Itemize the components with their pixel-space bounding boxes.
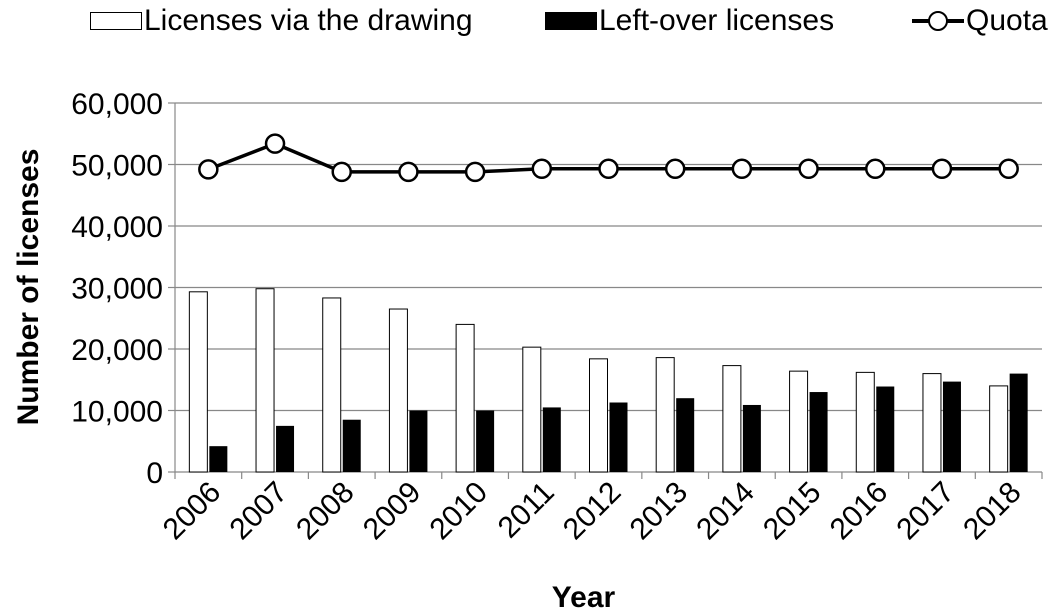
bar-leftover: [809, 392, 828, 472]
bar-leftover: [742, 404, 761, 472]
bar-leftover: [476, 410, 495, 472]
legend-label-leftover: Left-over licenses: [599, 4, 835, 37]
bar-drawing: [855, 371, 875, 473]
y-tick-label: 10,000: [71, 396, 163, 429]
x-tick-label: 2013: [624, 476, 695, 547]
quota-point: [331, 161, 352, 183]
y-tick-label: 50,000: [71, 150, 163, 183]
quota-point: [865, 158, 886, 180]
legend: Licenses via the drawing Left-over licen…: [0, 0, 1052, 50]
bar-drawing: [522, 346, 542, 473]
x-tick-label: 2006: [157, 476, 228, 547]
x-tick-label: 2009: [357, 476, 428, 547]
quota-point: [398, 161, 419, 183]
bar-leftover: [942, 381, 961, 472]
quota-point: [664, 158, 686, 180]
bar-drawing: [989, 385, 1009, 473]
bar-drawing: [188, 291, 208, 473]
bar-drawing: [388, 308, 408, 473]
x-tick-label: 2008: [290, 476, 361, 547]
x-tick-label: 2016: [824, 476, 895, 547]
bar-drawing: [655, 357, 675, 473]
bar-drawing: [722, 365, 742, 473]
x-tick-label: 2014: [690, 476, 761, 547]
legend-label-drawing: Licenses via the drawing: [144, 4, 473, 37]
legend-label-quota: Quota: [966, 4, 1048, 37]
y-tick-label: 30,000: [71, 273, 163, 306]
legend-swatch-quota: [912, 10, 964, 32]
bar-leftover: [1009, 373, 1028, 472]
bar-leftover: [542, 407, 561, 472]
bar-leftover: [676, 398, 695, 472]
y-tick-label: 60,000: [71, 88, 163, 121]
bar-drawing: [322, 297, 342, 473]
y-tick-label: 0: [146, 457, 163, 490]
bar-leftover: [209, 446, 228, 472]
bar-leftover: [409, 410, 428, 472]
quota-point: [731, 158, 753, 180]
bar-leftover: [342, 419, 361, 472]
quota-point: [531, 158, 553, 180]
bar-leftover: [609, 402, 628, 472]
legend-item-drawing: Licenses via the drawing: [90, 4, 473, 38]
quota-point: [798, 158, 819, 180]
x-tick-label: 2012: [557, 476, 628, 547]
quota-point: [998, 158, 1019, 180]
x-axis-title: Year: [552, 581, 616, 612]
bar-drawing: [455, 323, 475, 473]
y-tick-label: 20,000: [71, 334, 163, 367]
bar-leftover: [276, 425, 295, 472]
legend-item-quota: Quota: [912, 4, 1048, 38]
x-tick-label: 2007: [223, 476, 294, 547]
bar-drawing: [922, 373, 942, 473]
bar-drawing: [789, 370, 809, 473]
x-tick-label: 2011: [492, 476, 561, 545]
bar-leftover: [876, 386, 895, 472]
y-tick-label: 40,000: [71, 211, 163, 244]
x-tick-label: 2015: [757, 476, 828, 547]
quota-point: [931, 158, 953, 180]
quota-point: [464, 161, 486, 183]
bar-drawing: [589, 358, 608, 473]
x-tick-label: 2010: [424, 476, 495, 547]
y-axis-title: Number of licenses: [12, 149, 45, 426]
x-tick-label: 2018: [957, 476, 1028, 547]
quota-point: [198, 159, 219, 180]
quota-point: [598, 158, 619, 180]
x-tick-label: 2017: [890, 476, 961, 547]
quota-point: [264, 133, 286, 154]
legend-item-leftover: Left-over licenses: [545, 4, 834, 38]
bar-drawing: [255, 288, 275, 473]
legend-swatch-leftover: [545, 12, 597, 30]
legend-swatch-drawing: [90, 12, 142, 30]
